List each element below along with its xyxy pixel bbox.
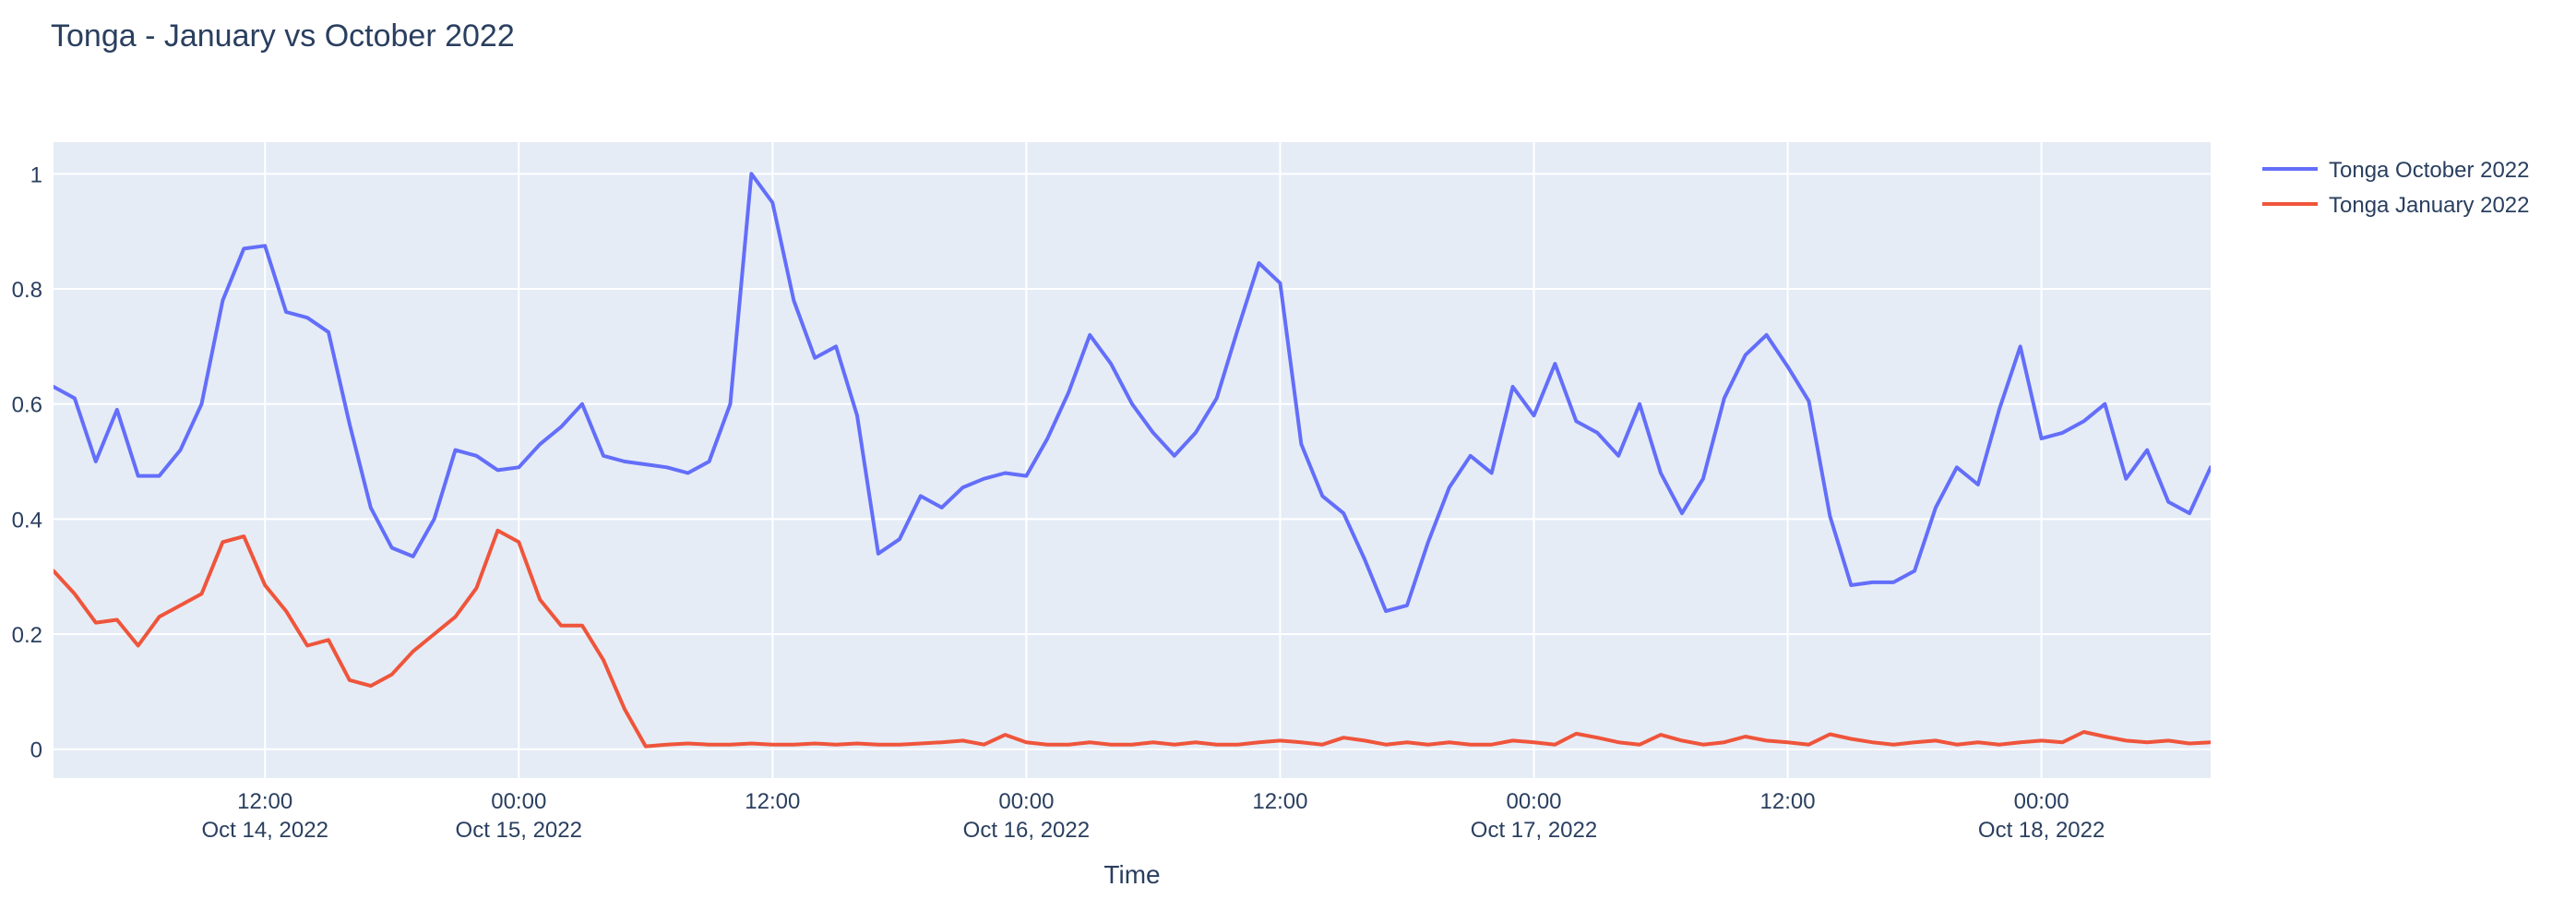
chart-title: Tonga - January vs October 2022	[51, 18, 515, 54]
x-tick-label: 00:00	[1506, 789, 1561, 814]
y-tick-label: 0.8	[12, 278, 42, 303]
x-tick-date-label: Oct 15, 2022	[456, 818, 582, 843]
y-tick-label: 0.4	[12, 508, 42, 533]
x-tick-date-label: Oct 17, 2022	[1471, 818, 1597, 843]
legend-item-tonga-october-2022[interactable]: Tonga October 2022	[2262, 158, 2530, 183]
x-tick-date-label: Oct 14, 2022	[201, 818, 328, 843]
series-line-tonga-january-2022[interactable]	[54, 528, 2211, 749]
y-tick-label: 0.2	[12, 623, 42, 648]
x-tick-label: 00:00	[998, 789, 1054, 814]
x-tick-label: 00:00	[2014, 789, 2069, 814]
y-tick-label: 0	[30, 738, 42, 763]
x-tick-label: 12:00	[237, 789, 292, 814]
x-tick-label: 12:00	[1760, 789, 1816, 814]
x-tick-label: 12:00	[1252, 789, 1307, 814]
y-tick-label: 0.6	[12, 393, 42, 418]
x-tick-label: 00:00	[491, 789, 546, 814]
series-line-tonga-october-2022[interactable]	[54, 172, 2211, 614]
x-tick-date-label: Oct 16, 2022	[963, 818, 1090, 843]
y-tick-label: 1	[30, 162, 42, 187]
legend-label: Tonga October 2022	[2329, 158, 2530, 183]
legend-label: Tonga January 2022	[2329, 193, 2530, 218]
x-tick-label: 12:00	[745, 789, 800, 814]
x-axis-title: Time	[1103, 860, 1160, 889]
plot-area[interactable]	[54, 142, 2211, 778]
legend-item-tonga-january-2022[interactable]: Tonga January 2022	[2262, 193, 2530, 218]
x-tick-date-label: Oct 18, 2022	[1978, 818, 2105, 843]
